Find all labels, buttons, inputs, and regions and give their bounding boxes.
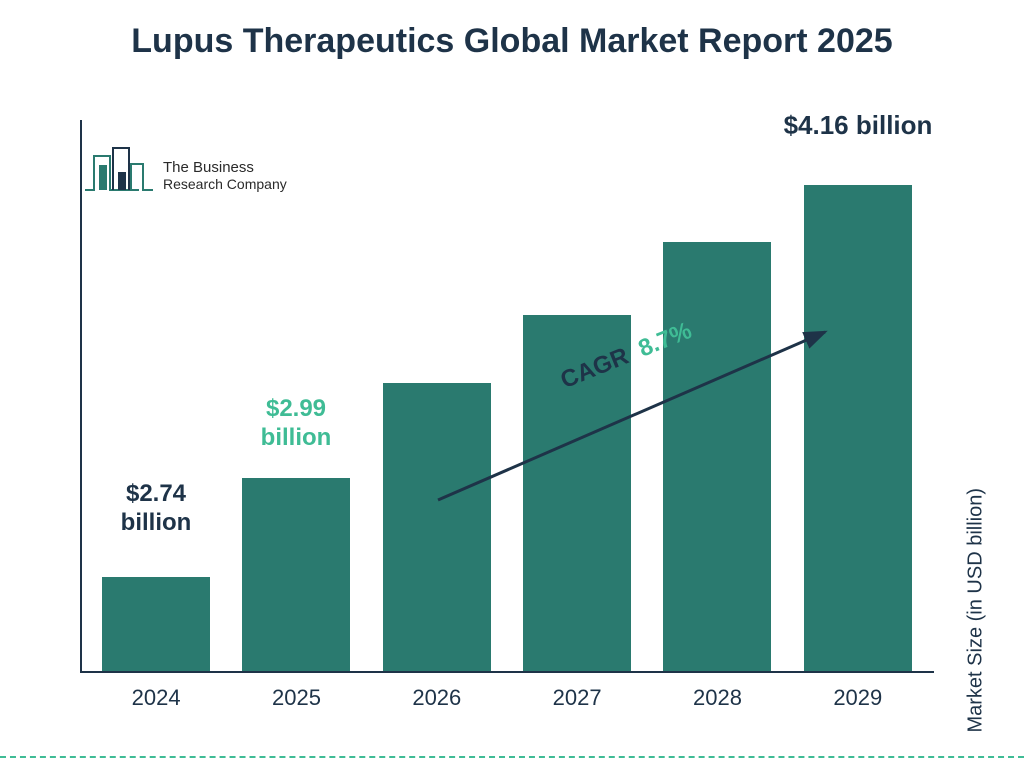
page-title: Lupus Therapeutics Global Market Report …	[0, 20, 1024, 63]
bar-2028: 2028	[657, 148, 777, 671]
bottom-divider	[0, 756, 1024, 758]
x-tick-label: 2029	[798, 685, 918, 711]
bar-2029: 2029	[798, 148, 918, 671]
x-tick-label: 2028	[657, 685, 777, 711]
bars-container: 202420252026202720282029	[80, 148, 934, 671]
x-tick-label: 2025	[236, 685, 356, 711]
x-tick-label: 2024	[96, 685, 216, 711]
bar-value-label: $4.16 billion	[768, 110, 948, 141]
bar-rect	[383, 383, 491, 671]
y-axis-label: Market Size (in USD billion)	[965, 488, 988, 733]
x-tick-label: 2026	[377, 685, 497, 711]
bar-rect	[804, 185, 912, 671]
bar-value-label: $2.99billion	[226, 395, 366, 453]
bar-2024: 2024	[96, 148, 216, 671]
bar-2027: 2027	[517, 148, 637, 671]
x-axis-line	[80, 671, 934, 673]
report-canvas: Lupus Therapeutics Global Market Report …	[0, 0, 1024, 768]
bar-rect	[102, 577, 210, 671]
bar-2026: 2026	[377, 148, 497, 671]
bar-rect	[663, 242, 771, 671]
bar-value-label: $2.74billion	[86, 480, 226, 538]
x-tick-label: 2027	[517, 685, 637, 711]
bar-chart: 202420252026202720282029 CAGR 8.7% $2.74…	[80, 150, 934, 673]
bar-rect	[242, 478, 350, 672]
